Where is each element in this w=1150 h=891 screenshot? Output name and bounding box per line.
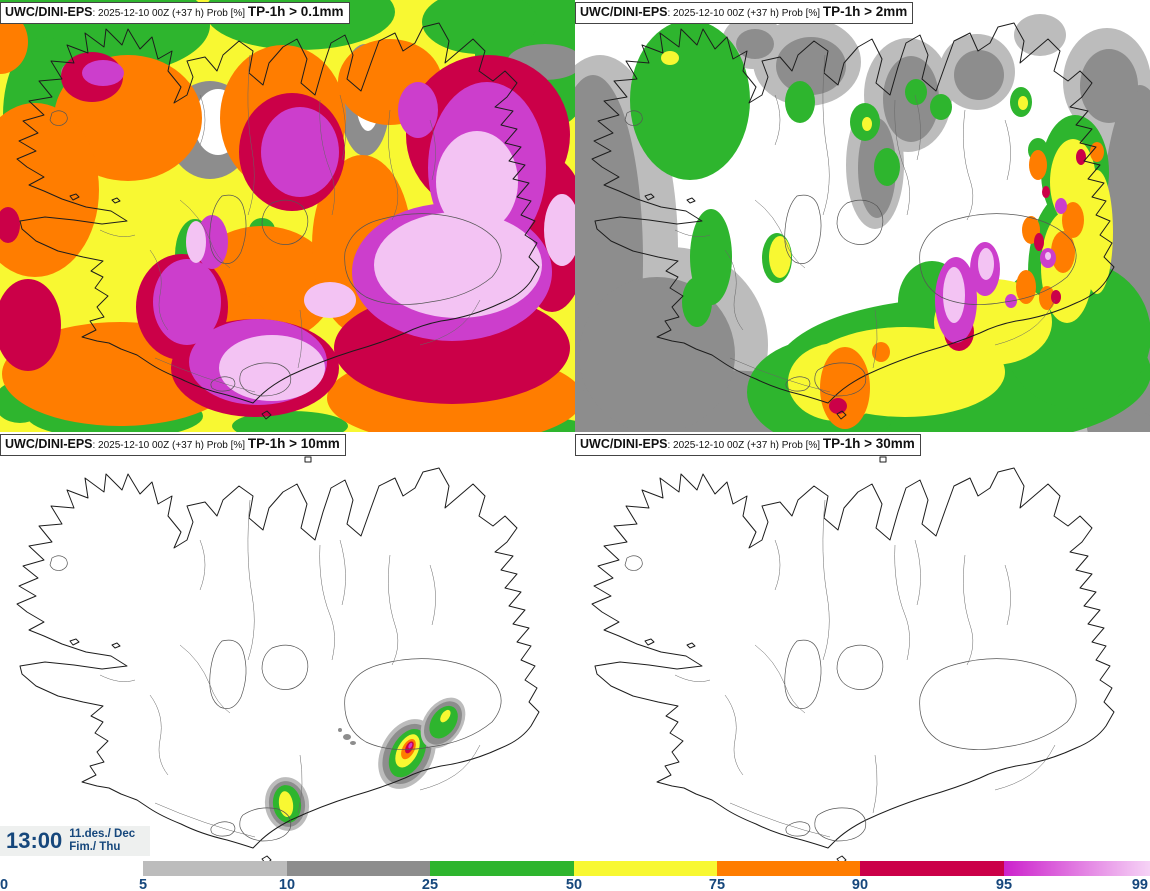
colorbar-tick-95: 95: [995, 877, 1013, 891]
valid-date: 11.des./ Dec: [69, 828, 136, 840]
map-panel-prob-tp1h-10mm: UWC/DINI-EPS: 2025-12-10 00Z (+37 h) Pro…: [0, 432, 575, 891]
map-panel-prob-tp1h-30mm: UWC/DINI-EPS: 2025-12-10 00Z (+37 h) Pro…: [575, 432, 1150, 891]
run-info: : 2025-12-10 00Z (+37 h) Prob [%]: [667, 440, 823, 451]
run-info: : 2025-12-10 00Z (+37 h) Prob [%]: [92, 440, 248, 451]
colorbar-seg-0-5: [0, 861, 143, 876]
probability-field-map: [575, 0, 1150, 432]
threshold-label: TP-1h > 0.1mm: [247, 4, 344, 19]
colorbar-seg-95-99: [1004, 861, 1150, 876]
colorbar-tick-10: 10: [278, 877, 296, 891]
colorbar-seg-5-10: [143, 861, 287, 876]
threshold-label: TP-1h > 2mm: [822, 4, 908, 19]
threshold-label: TP-1h > 30mm: [822, 436, 915, 451]
model-name: UWC/DINI-EPS: [5, 5, 93, 19]
colorbar-seg-10-25: [287, 861, 430, 876]
map-panel-prob-tp1h-2mm: UWC/DINI-EPS: 2025-12-10 00Z (+37 h) Pro…: [575, 0, 1150, 432]
colorbar-tick-99: 99: [1131, 877, 1148, 891]
panel-title: UWC/DINI-EPS: 2025-12-10 00Z (+37 h) Pro…: [0, 2, 350, 24]
valid-day: Fim./ Thu: [69, 841, 121, 853]
colorbar-tick-5: 5: [138, 877, 148, 891]
precip-spot-south: [264, 777, 310, 831]
probability-field-map: [0, 0, 575, 432]
valid-time: 13:00: [6, 828, 63, 853]
colorbar-tick-75: 75: [708, 877, 726, 891]
probability-colorbar: 0 5 10 25 50 75 90 95 99: [0, 861, 1150, 891]
field-pink-99plus: [943, 248, 1051, 323]
valid-time-box: 13:00 11.des./ Dec Fim./ Thu: [0, 826, 150, 856]
precip-spot-southeast-secondary: [420, 697, 466, 749]
colorbar-tick-0: 0: [0, 877, 9, 891]
colorbar-tick-50: 50: [565, 877, 583, 891]
probability-field-map: [575, 432, 1150, 891]
model-name: UWC/DINI-EPS: [5, 437, 93, 451]
field-pink-99plus: [186, 131, 575, 401]
panel-title: UWC/DINI-EPS: 2025-12-10 00Z (+37 h) Pro…: [0, 434, 346, 456]
model-name: UWC/DINI-EPS: [580, 437, 668, 451]
probability-field-map: [0, 432, 575, 891]
threshold-label: TP-1h > 10mm: [247, 436, 340, 451]
precip-specks: [338, 728, 356, 745]
colorbar-tick-25: 25: [421, 877, 439, 891]
model-name: UWC/DINI-EPS: [580, 5, 668, 19]
run-info: : 2025-12-10 00Z (+37 h) Prob [%]: [667, 8, 823, 19]
colorbar-seg-90-95: [860, 861, 1004, 876]
colorbar-seg-75-90: [717, 861, 860, 876]
map-panel-prob-tp1h-0.1mm: UWC/DINI-EPS: 2025-12-10 00Z (+37 h) Pro…: [0, 0, 575, 432]
colorbar-tick-90: 90: [851, 877, 869, 891]
run-info: : 2025-12-10 00Z (+37 h) Prob [%]: [92, 8, 248, 19]
panel-title: UWC/DINI-EPS: 2025-12-10 00Z (+37 h) Pro…: [575, 2, 914, 24]
colorbar-seg-50-75: [574, 861, 717, 876]
panel-title: UWC/DINI-EPS: 2025-12-10 00Z (+37 h) Pro…: [575, 434, 921, 456]
colorbar-seg-25-50: [430, 861, 574, 876]
